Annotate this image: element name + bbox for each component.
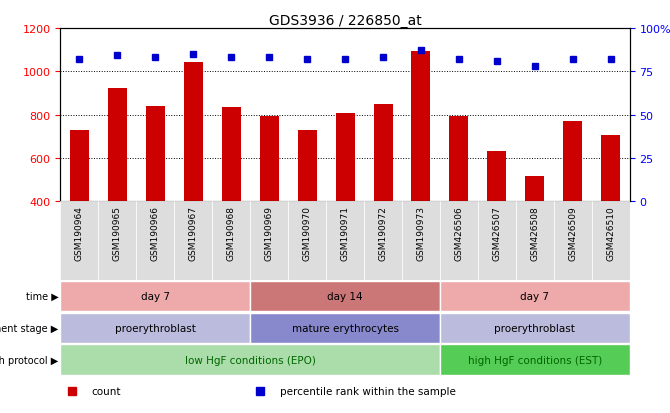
Bar [60,281,250,311]
Bar [525,177,545,202]
Title: GDS3936 / 226850_at: GDS3936 / 226850_at [269,14,421,28]
Text: GSM190964: GSM190964 [75,206,84,261]
Bar [250,202,288,280]
Bar [212,202,250,280]
Bar [411,52,431,202]
Bar [440,281,630,311]
Text: low HgF conditions (EPO): low HgF conditions (EPO) [185,355,316,365]
Bar [250,281,440,311]
Bar [364,202,402,280]
Bar [60,313,250,343]
Bar [288,202,326,280]
Bar [184,63,203,202]
Text: proerythroblast: proerythroblast [115,323,196,333]
Text: development stage ▶: development stage ▶ [0,323,58,333]
Text: day 7: day 7 [521,291,549,301]
Bar [516,202,554,280]
Text: GSM426508: GSM426508 [531,206,539,261]
Bar [374,104,393,202]
Bar [146,107,165,202]
Text: GSM190969: GSM190969 [265,206,273,261]
Bar [60,202,98,280]
Text: growth protocol ▶: growth protocol ▶ [0,355,58,365]
Bar [326,202,364,280]
Text: GSM190967: GSM190967 [189,206,198,261]
Text: day 14: day 14 [327,291,363,301]
Bar [60,345,440,375]
Bar [592,202,630,280]
Text: mature erythrocytes: mature erythrocytes [291,323,399,333]
Bar [402,202,440,280]
Text: GSM190968: GSM190968 [226,206,236,261]
Text: GSM190971: GSM190971 [340,206,350,261]
Text: GSM190970: GSM190970 [303,206,312,261]
Text: count: count [92,386,121,396]
Text: GSM426510: GSM426510 [606,206,615,261]
Text: GSM190966: GSM190966 [151,206,159,261]
Bar [554,202,592,280]
Bar [108,89,127,202]
Bar [250,313,440,343]
Bar [478,202,516,280]
Bar [440,202,478,280]
Text: GSM190973: GSM190973 [417,206,425,261]
Bar [440,345,630,375]
Bar [450,116,468,202]
Text: GSM426509: GSM426509 [568,206,578,261]
Bar [488,152,507,202]
Bar [222,108,241,202]
Bar [563,122,582,202]
Bar [70,131,88,202]
Bar [602,136,620,202]
Bar [260,116,279,202]
Bar [336,114,354,202]
Bar [174,202,212,280]
Bar [136,202,174,280]
Text: GSM426507: GSM426507 [492,206,501,261]
Text: high HgF conditions (EST): high HgF conditions (EST) [468,355,602,365]
Bar [440,313,630,343]
Text: time ▶: time ▶ [25,291,58,301]
Text: GSM426506: GSM426506 [454,206,464,261]
Text: proerythroblast: proerythroblast [494,323,576,333]
Bar [98,202,136,280]
Bar [297,131,317,202]
Text: GSM190972: GSM190972 [379,206,387,261]
Text: GSM190965: GSM190965 [113,206,122,261]
Text: day 7: day 7 [141,291,170,301]
Text: percentile rank within the sample: percentile rank within the sample [279,386,456,396]
